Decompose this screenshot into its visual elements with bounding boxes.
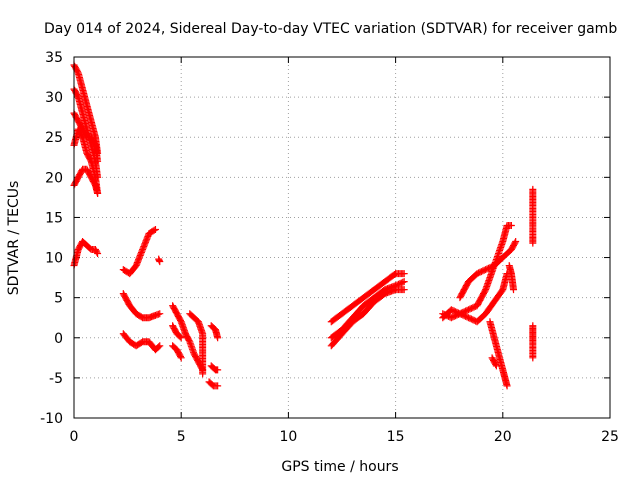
y-tick-label: 15 xyxy=(45,210,63,226)
data-point xyxy=(155,343,163,351)
data-point xyxy=(94,189,102,197)
data-point xyxy=(156,342,164,350)
series-arc-5 xyxy=(70,165,102,197)
data-point xyxy=(150,226,158,234)
series-arc-9 xyxy=(119,290,164,322)
y-tick-label: 10 xyxy=(45,251,63,267)
series-arc-18 xyxy=(327,270,408,326)
series-arc-8 xyxy=(155,255,164,266)
data-point xyxy=(177,334,185,342)
series-arc-13 xyxy=(169,342,185,362)
grid-lines xyxy=(74,57,610,418)
x-axis-label: GPS time / hours xyxy=(281,459,398,475)
data-point xyxy=(156,258,164,266)
data-point xyxy=(503,382,511,390)
series-arc-12 xyxy=(169,322,185,342)
data-point xyxy=(214,366,222,374)
data-point xyxy=(492,362,500,370)
series-arc-24 xyxy=(486,318,511,390)
data-point xyxy=(176,333,184,341)
x-tick-label: 10 xyxy=(279,429,297,445)
data-point xyxy=(199,370,207,378)
series-arc-25 xyxy=(488,354,500,370)
y-tick-label: 20 xyxy=(45,170,63,186)
series-arc-22 xyxy=(439,270,511,326)
series-arc-20 xyxy=(327,286,408,350)
y-tick-label: 30 xyxy=(45,90,63,106)
series-arc-15 xyxy=(207,322,222,342)
series-arc-7 xyxy=(119,225,159,278)
series-arc-28 xyxy=(529,322,537,362)
series-arc-11 xyxy=(169,302,207,374)
data-point xyxy=(151,225,159,233)
series-arc-26 xyxy=(505,262,518,294)
data-point xyxy=(400,286,408,294)
y-tick-label: 25 xyxy=(45,130,63,146)
y-tick-label: 35 xyxy=(45,50,63,66)
y-tick-label: 0 xyxy=(54,331,63,347)
data-point xyxy=(176,352,184,360)
series-arc-10 xyxy=(119,330,164,354)
x-tick-label: 15 xyxy=(387,429,405,445)
data-point xyxy=(512,238,520,246)
data-point xyxy=(214,334,222,342)
series-arc-17 xyxy=(205,378,222,390)
axes: 0 5 10 15 20 25 -10 -5 0 5 10 15 20 25 30 35 xyxy=(40,50,619,445)
y-tick-label: -5 xyxy=(49,371,63,387)
data-point xyxy=(156,310,164,318)
data-point xyxy=(492,361,500,369)
data-points xyxy=(70,61,537,390)
series-arc-14 xyxy=(186,310,207,378)
series-arc-4 xyxy=(70,125,102,197)
data-point xyxy=(94,157,102,165)
x-tick-label: 5 xyxy=(177,429,186,445)
series-arc-6 xyxy=(70,238,102,270)
chart-title: Day 014 of 2024, Sidereal Day-to-day VTE… xyxy=(44,21,617,37)
series-arc-23 xyxy=(456,238,520,302)
y-tick-label: 5 xyxy=(54,291,63,307)
series-arc-16 xyxy=(207,362,222,374)
data-point xyxy=(511,239,519,247)
data-point xyxy=(399,278,407,286)
x-tick-label: 25 xyxy=(601,429,619,445)
data-point xyxy=(94,250,102,258)
x-tick-label: 20 xyxy=(494,429,512,445)
series-arc-27 xyxy=(529,185,537,247)
y-tick-label: -10 xyxy=(40,411,63,427)
data-point xyxy=(400,278,408,286)
data-point xyxy=(507,221,515,229)
data-point xyxy=(214,382,222,390)
data-point xyxy=(529,239,537,247)
x-tick-label: 0 xyxy=(70,429,79,445)
data-point xyxy=(177,354,185,362)
data-point xyxy=(93,248,101,256)
data-point xyxy=(529,354,537,362)
y-axis-label: SDTVAR / TECUs xyxy=(6,181,22,296)
data-point xyxy=(400,270,408,278)
data-point xyxy=(510,286,518,294)
plot-frame xyxy=(73,56,611,419)
